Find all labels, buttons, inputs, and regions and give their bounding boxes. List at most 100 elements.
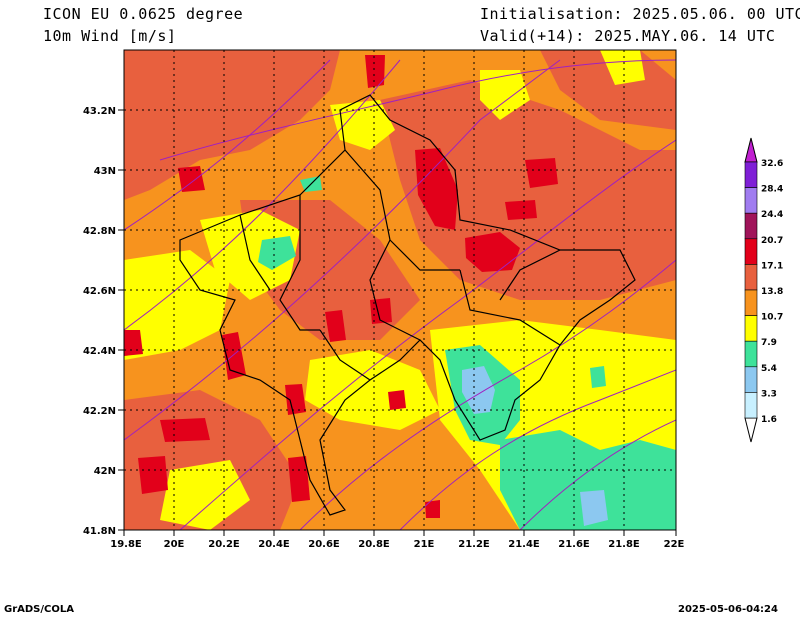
lat-label: 42N xyxy=(94,466,116,477)
border-outline xyxy=(179,94,636,516)
colorbar-segment xyxy=(744,392,758,419)
wind-band-red xyxy=(138,456,168,494)
lat-label: 42.4N xyxy=(83,346,116,357)
colorbar-label: 32.6 xyxy=(761,159,783,169)
wind-band-red xyxy=(370,298,392,324)
lat-label: 42.2N xyxy=(83,406,116,417)
lon-label: 20E xyxy=(164,539,185,550)
lat-lon-grid xyxy=(124,50,676,530)
colorbar-segment xyxy=(744,340,758,368)
colorbar-segment xyxy=(744,366,758,393)
streamline xyxy=(179,139,676,530)
border-inner xyxy=(319,329,371,381)
wind-band-yellow xyxy=(600,50,645,85)
colorbar-bottom-triangle xyxy=(744,417,758,443)
colorbar-top-triangle xyxy=(744,137,758,163)
lon-label: 20.6E xyxy=(308,539,340,550)
lat-label: 42.6N xyxy=(83,286,116,297)
wind-band-yellow xyxy=(200,210,300,300)
wind-band-red xyxy=(285,384,306,415)
wind-band-red xyxy=(365,55,385,88)
colorbar-label: 3.3 xyxy=(761,389,777,399)
lon-label: 21.2E xyxy=(458,539,490,550)
valid-time-label: Valid(+14): 2025.MAY.06. 14 UTC xyxy=(480,27,776,45)
lat-label: 42.8N xyxy=(83,226,116,237)
lon-label: 20.8E xyxy=(358,539,390,550)
lon-label: 21.8E xyxy=(608,539,640,550)
wind-band-red xyxy=(415,148,458,230)
wind-band-red xyxy=(222,332,246,380)
country-borders xyxy=(179,94,636,516)
lat-ticks xyxy=(118,109,124,531)
streamline xyxy=(124,59,401,331)
colorbar-segment xyxy=(744,212,758,240)
wind-band-yellow xyxy=(124,250,230,360)
lon-labels: 19.8E 20E 20.2E 20.4E 20.6E 20.8E 21E 21… xyxy=(110,539,684,550)
border-inner xyxy=(459,269,561,346)
wind-band-red xyxy=(325,310,346,342)
wind-band-red xyxy=(525,158,558,188)
lat-label: 41.8N xyxy=(83,526,116,537)
colorbar-segment xyxy=(744,161,758,188)
lon-label: 21.4E xyxy=(508,539,540,550)
colorbar-label: 17.1 xyxy=(761,261,783,271)
lon-label: 21E xyxy=(414,539,435,550)
wind-band-lightblue xyxy=(580,490,608,526)
colorbar: 32.6 28.4 24.4 20.7 17.1 13.8 10.7 7.9 5.4 3.3 1.6 xyxy=(744,137,783,443)
lon-label: 21.6E xyxy=(558,539,590,550)
colorbar-segment xyxy=(744,238,758,265)
colorbar-segment xyxy=(744,264,758,291)
wind-band-yellow xyxy=(480,70,530,120)
colorbar-label: 13.8 xyxy=(761,287,783,297)
streamline xyxy=(519,419,676,530)
border-inner xyxy=(279,195,320,331)
lon-label: 22E xyxy=(664,539,685,550)
colorbar-label: 5.4 xyxy=(761,364,777,374)
lon-ticks xyxy=(123,530,677,536)
wind-band-red xyxy=(388,390,406,410)
wind-band-red xyxy=(288,456,310,502)
wind-band-lightblue xyxy=(462,366,495,414)
colorbar-segment xyxy=(744,289,758,316)
wind-band-red xyxy=(505,200,537,220)
footer-timestamp: 2025-05-06-04:24 xyxy=(678,604,778,615)
colorbar-label: 20.7 xyxy=(761,236,783,246)
wind-band-red xyxy=(160,418,210,442)
streamlines xyxy=(124,59,676,530)
lat-label: 43N xyxy=(94,166,116,177)
border-inner xyxy=(499,249,561,301)
colorbar-label: 7.9 xyxy=(761,338,777,348)
wind-band-red xyxy=(124,330,143,356)
initialisation-label: Initialisation: 2025.05.06. 00 UTC xyxy=(480,5,800,23)
lon-label: 19.8E xyxy=(110,539,142,550)
colorbar-label: 1.6 xyxy=(761,415,777,425)
model-title: ICON EU 0.0625 degree xyxy=(43,5,244,23)
lat-labels: 43.2N 43N 42.8N 42.6N 42.4N 42.2N 42N 41… xyxy=(83,106,116,537)
lat-label: 43.2N xyxy=(83,106,116,117)
streamline xyxy=(159,59,676,161)
colorbar-segment xyxy=(744,187,758,214)
wind-band-red xyxy=(425,500,440,518)
streamline xyxy=(124,59,561,441)
wind-band-yellow xyxy=(160,460,250,530)
colorbar-label: 10.7 xyxy=(761,313,783,323)
streamline xyxy=(299,259,676,530)
variable-title: 10m Wind [m/s] xyxy=(43,27,177,45)
wind-band-green xyxy=(500,430,676,530)
wind-band-red xyxy=(178,166,205,192)
streamline xyxy=(124,59,331,231)
wind-band-red xyxy=(465,232,520,272)
lon-label: 20.2E xyxy=(208,539,240,550)
wind-band-salmon xyxy=(124,50,340,200)
wind-band-green xyxy=(258,236,296,270)
wind-band-green xyxy=(590,366,606,388)
border-inner xyxy=(369,239,421,341)
wind-band-salmon xyxy=(380,80,676,300)
border-inner xyxy=(239,214,271,291)
colorbar-label: 24.4 xyxy=(761,210,783,220)
colorbar-segment xyxy=(744,315,758,342)
footer-credit: GrADS/COLA xyxy=(4,604,74,615)
colorbar-label: 28.4 xyxy=(761,185,783,195)
lon-label: 20.4E xyxy=(258,539,290,550)
